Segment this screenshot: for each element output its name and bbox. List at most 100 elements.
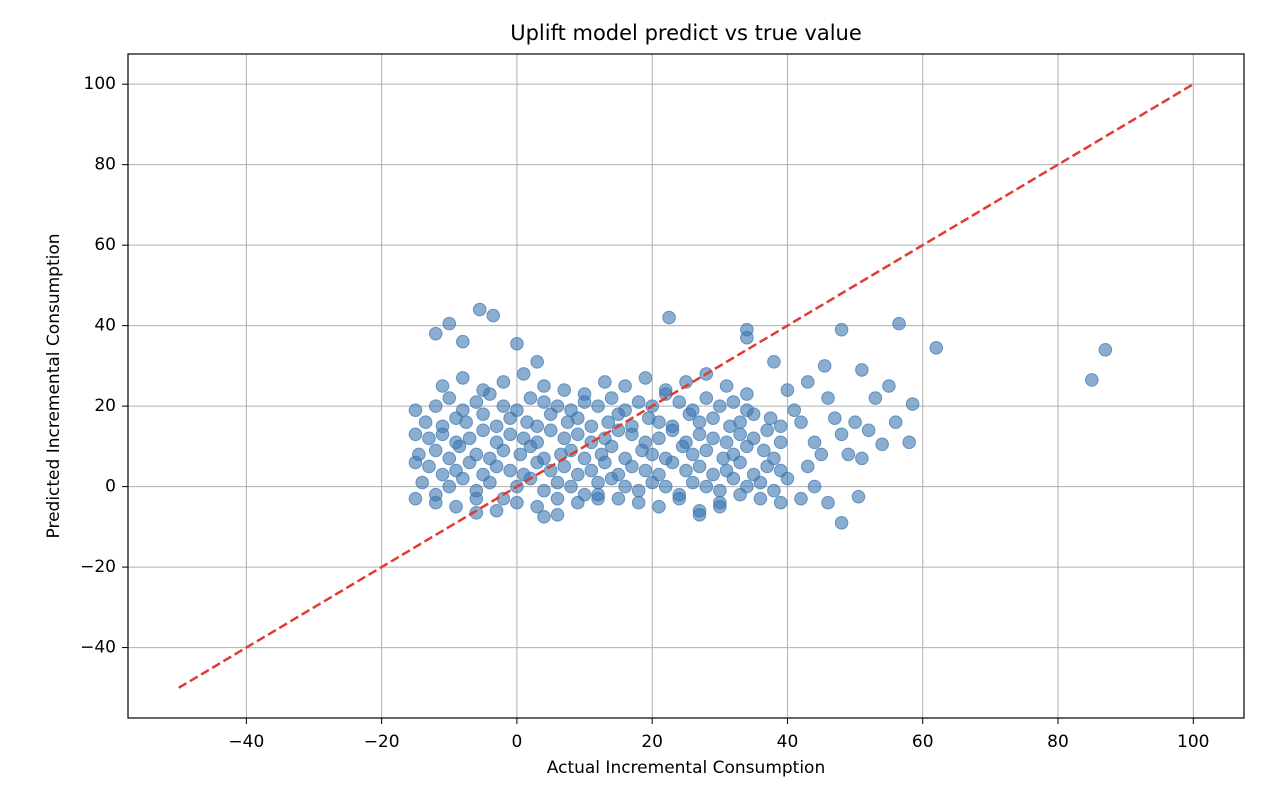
point xyxy=(740,387,754,401)
point xyxy=(435,379,450,393)
point xyxy=(523,391,538,405)
point xyxy=(719,435,734,450)
point xyxy=(763,411,778,425)
point xyxy=(726,447,741,462)
point xyxy=(408,455,423,470)
point xyxy=(800,375,815,389)
point xyxy=(570,427,585,442)
point xyxy=(530,435,545,450)
point xyxy=(516,367,531,381)
point xyxy=(584,435,599,450)
point xyxy=(476,467,490,482)
point xyxy=(428,326,443,341)
x-tick-label: 20 xyxy=(641,732,663,752)
point xyxy=(510,336,524,351)
point xyxy=(713,483,727,498)
point xyxy=(807,435,822,450)
y-tick-label: 60 xyxy=(94,235,116,255)
point xyxy=(550,399,565,413)
point xyxy=(503,427,517,442)
point xyxy=(476,407,490,421)
chart-title: Uplift model predict vs true value xyxy=(510,21,862,45)
point xyxy=(658,479,673,494)
point xyxy=(733,487,747,502)
point xyxy=(516,431,531,446)
y-tick-label: 20 xyxy=(94,396,116,416)
point xyxy=(618,451,632,466)
point xyxy=(658,383,673,397)
point xyxy=(472,302,487,317)
point xyxy=(699,479,714,494)
point xyxy=(756,443,771,458)
point xyxy=(767,355,781,369)
y-tick-label: 100 xyxy=(84,74,116,94)
point xyxy=(435,467,450,482)
point xyxy=(584,419,599,434)
point xyxy=(537,451,551,466)
point xyxy=(594,447,609,462)
x-tick-label: 80 xyxy=(1047,732,1069,752)
point xyxy=(692,459,707,474)
point xyxy=(685,475,700,490)
point xyxy=(699,391,714,405)
point xyxy=(1085,373,1099,387)
point xyxy=(489,503,504,518)
point xyxy=(530,499,545,514)
point xyxy=(638,435,653,450)
point xyxy=(679,435,693,450)
point xyxy=(428,443,443,458)
point xyxy=(618,379,632,393)
point xyxy=(543,423,558,438)
point xyxy=(537,483,551,498)
point xyxy=(760,423,774,438)
point xyxy=(550,491,565,506)
point xyxy=(449,435,463,450)
point xyxy=(834,427,849,442)
point xyxy=(740,403,754,417)
point xyxy=(408,491,423,506)
point xyxy=(530,355,545,369)
point xyxy=(486,308,501,323)
point xyxy=(489,435,504,450)
x-tick-label: 60 xyxy=(912,732,934,752)
point xyxy=(513,447,528,462)
point xyxy=(685,447,700,462)
point xyxy=(817,359,832,373)
x-tick-label: 0 xyxy=(511,732,522,752)
point xyxy=(415,475,430,490)
point xyxy=(746,467,761,482)
point xyxy=(692,507,707,522)
point xyxy=(652,467,666,482)
point xyxy=(459,415,473,430)
point xyxy=(591,475,605,490)
point xyxy=(604,391,619,405)
point xyxy=(861,423,876,438)
point xyxy=(662,310,676,325)
point xyxy=(800,459,815,474)
y-axis-label: Predicted Incremental Consumption xyxy=(44,233,64,538)
point xyxy=(882,379,896,393)
point xyxy=(753,491,768,506)
point xyxy=(848,415,862,430)
point xyxy=(428,399,443,413)
point xyxy=(713,499,727,514)
point xyxy=(408,403,423,417)
point xyxy=(442,391,457,405)
point xyxy=(469,491,484,506)
point xyxy=(719,463,734,478)
point xyxy=(489,419,504,434)
point xyxy=(814,447,829,462)
y-tick-label: 0 xyxy=(105,477,116,497)
point xyxy=(807,479,822,494)
point xyxy=(611,467,626,482)
point xyxy=(510,495,524,510)
point xyxy=(773,435,788,450)
point xyxy=(875,437,889,452)
y-tick-label: −40 xyxy=(80,638,116,658)
point xyxy=(442,479,457,494)
point xyxy=(638,371,653,385)
point xyxy=(469,505,484,520)
point xyxy=(577,387,592,401)
point xyxy=(456,334,470,349)
